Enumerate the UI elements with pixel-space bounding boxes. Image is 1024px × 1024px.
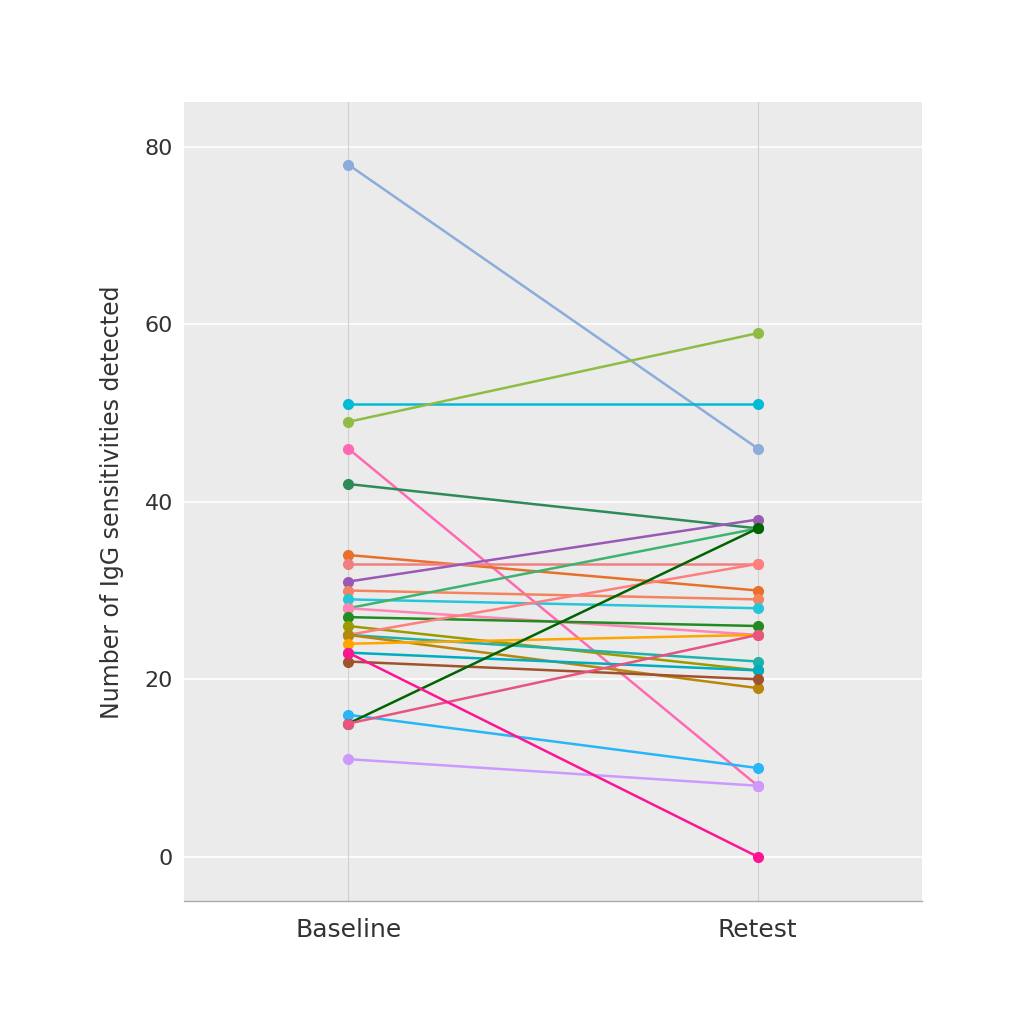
Y-axis label: Number of IgG sensitivities detected: Number of IgG sensitivities detected — [100, 285, 124, 719]
